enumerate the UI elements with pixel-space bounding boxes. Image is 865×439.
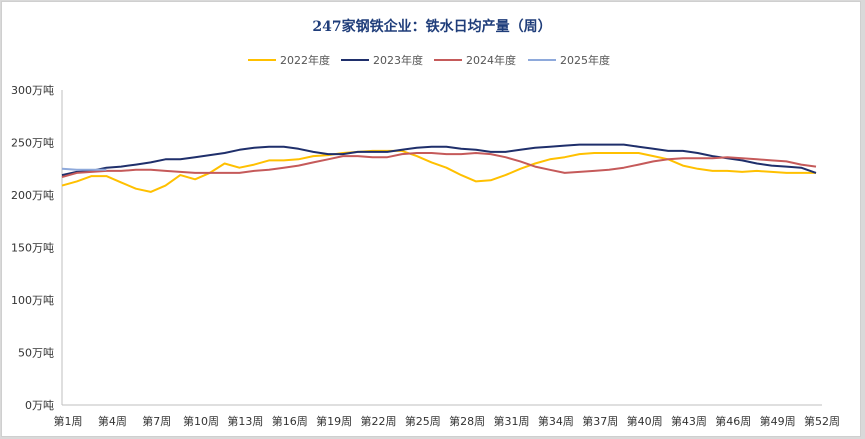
x-tick-label: 第1周 <box>54 414 83 428</box>
x-tick-label: 第13周 <box>227 414 263 428</box>
x-tick-label: 第16周 <box>272 414 308 428</box>
x-tick-label: 第49周 <box>760 414 796 428</box>
x-tick-label: 第52周 <box>804 414 840 428</box>
x-tick-label: 第22周 <box>360 414 396 428</box>
x-tick-label: 第43周 <box>671 414 707 428</box>
x-tick-label: 第10周 <box>183 414 219 428</box>
x-tick-label: 第37周 <box>582 414 618 428</box>
legend-label: 2023年度 <box>373 53 423 67</box>
legend-label: 2025年度 <box>560 53 610 67</box>
chart-title: 247家钢铁企业：铁水日均产量（周） <box>312 18 551 35</box>
y-tick-label: 250万吨 <box>11 137 54 150</box>
series-line <box>61 143 817 177</box>
x-tick-label: 第34周 <box>538 414 574 428</box>
series-line <box>61 167 107 171</box>
y-tick-label: 0万吨 <box>25 399 54 412</box>
x-tick-label: 第28周 <box>449 414 485 428</box>
y-tick-label: 300万吨 <box>11 84 54 97</box>
y-tick-label: 200万吨 <box>11 189 54 202</box>
series-line <box>61 149 816 193</box>
y-tick-label: 50万吨 <box>18 347 54 360</box>
legend-label: 2024年度 <box>466 53 516 67</box>
x-axis: 第1周 第4周 第7周 第10周 第13周 第16周 第19周 第22周 第25周 第28周 第31… <box>54 404 840 428</box>
legend: 2022年度 2023年度 2024年度 2025年度 <box>248 53 610 67</box>
series-lines <box>61 143 817 193</box>
y-axis: 0万吨 50万吨 100万吨 150万吨 200万吨 250万吨 300万吨 <box>11 84 63 412</box>
x-tick-label: 第4周 <box>98 414 127 428</box>
x-tick-label: 第25周 <box>405 414 441 428</box>
x-tick-label: 第40周 <box>627 414 663 428</box>
x-tick-label: 第19周 <box>316 414 352 428</box>
y-tick-label: 150万吨 <box>11 242 54 255</box>
x-tick-label: 第7周 <box>142 414 171 428</box>
y-tick-label: 100万吨 <box>11 294 54 307</box>
series-line <box>61 152 817 179</box>
x-tick-label: 第46周 <box>715 414 751 428</box>
legend-label: 2022年度 <box>280 53 330 67</box>
x-tick-label: 第31周 <box>494 414 530 428</box>
